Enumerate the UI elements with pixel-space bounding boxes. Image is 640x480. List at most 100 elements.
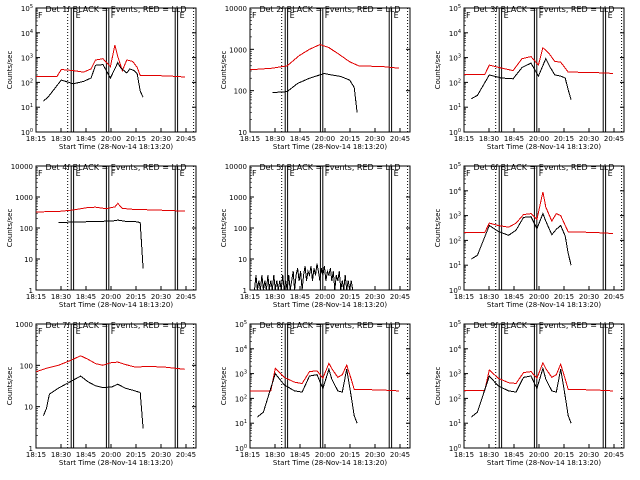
x-axis-label: Start Time (28-Nov-14 18:13:20) (273, 143, 387, 151)
lld-series-line (249, 44, 399, 71)
y-axis-label: Counts/sec (434, 51, 442, 90)
x-axis-label: Start Time (28-Nov-14 18:13:20) (59, 459, 173, 467)
panel-title: Det 3f BLACK = Events, RED = LLD (473, 5, 614, 14)
events-series-line (471, 366, 572, 424)
interval-marker-label: E (394, 327, 399, 336)
x-tick-label: 20:30 (151, 135, 171, 143)
x-axis-label: Start Time (28-Nov-14 18:13:20) (487, 459, 601, 467)
interval-marker-label: E (180, 327, 185, 336)
x-tick-label: 18:15 (240, 451, 260, 459)
events-series-line (471, 212, 572, 266)
y-tick-label: 103 (235, 370, 247, 379)
panel-title: Det 8f BLACK = Events, RED = LLD (259, 321, 400, 330)
x-tick-label: 20:15 (126, 135, 146, 143)
x-tick-label: 20:00 (529, 135, 549, 143)
interval-marker-label: E (290, 11, 295, 20)
lld-series-line (464, 361, 613, 392)
x-tick-label: 18:30 (51, 135, 71, 143)
panel-title: Det 9f BLACK = Events, RED = LLD (473, 321, 614, 330)
x-tick-label: 20:30 (365, 451, 385, 459)
y-tick-label: 100 (235, 444, 247, 453)
x-tick-label: 20:15 (340, 451, 360, 459)
events-series-line (257, 367, 358, 424)
y-tick-label: 10 (238, 256, 247, 264)
plot-frame (463, 7, 625, 133)
y-tick-label: 100 (234, 225, 247, 233)
y-tick-label: 103 (449, 370, 461, 379)
x-axis-label: Start Time (28-Nov-14 18:13:20) (273, 459, 387, 467)
interval-marker-label: F (466, 327, 471, 336)
interval-marker-label: F (539, 169, 544, 178)
y-tick-label: 103 (21, 54, 33, 63)
y-tick-label: 1 (29, 445, 33, 453)
x-tick-label: 18:15 (240, 135, 260, 143)
x-tick-label: 20:30 (365, 135, 385, 143)
plot-frame (35, 165, 197, 291)
x-tick-label: 18:30 (51, 293, 71, 301)
y-tick-label: 103 (449, 212, 461, 221)
x-tick-label: 18:15 (26, 451, 46, 459)
y-tick-label: 104 (21, 29, 33, 38)
x-tick-label: 20:15 (554, 135, 574, 143)
x-axis-label: Start Time (28-Nov-14 18:13:20) (59, 301, 173, 309)
x-tick-label: 18:45 (290, 135, 310, 143)
interval-marker-label: F (38, 11, 43, 20)
interval-marker-label: E (608, 327, 613, 336)
interval-marker-label: E (504, 169, 509, 178)
y-tick-label: 102 (449, 394, 461, 403)
x-tick-label: 20:45 (390, 135, 410, 143)
y-tick-label: 100 (21, 128, 33, 137)
y-tick-label: 1000 (229, 194, 247, 202)
interval-marker-label: F (252, 169, 257, 178)
x-tick-label: 20:15 (126, 293, 146, 301)
lld-series-line (35, 202, 185, 213)
y-axis-label: Counts/sec (6, 367, 14, 406)
interval-marker-label: F (111, 327, 116, 336)
x-tick-label: 20:30 (579, 135, 599, 143)
plot-frame (35, 323, 197, 449)
x-tick-label: 18:15 (454, 293, 474, 301)
y-tick-label: 10 (24, 256, 33, 264)
events-series-line (43, 61, 144, 102)
interval-marker-label: F (325, 11, 330, 20)
interval-marker-label: F (38, 327, 43, 336)
x-tick-label: 20:00 (315, 293, 335, 301)
y-tick-label: 10 (24, 404, 33, 412)
interval-marker-label: F (252, 11, 257, 20)
y-tick-label: 1 (29, 287, 33, 295)
x-tick-label: 20:45 (176, 451, 196, 459)
x-tick-label: 18:45 (76, 135, 96, 143)
lld-series-line (250, 362, 399, 392)
x-tick-label: 20:15 (126, 451, 146, 459)
x-tick-label: 18:30 (265, 293, 285, 301)
y-tick-label: 10 (238, 129, 247, 137)
x-tick-label: 18:15 (454, 135, 474, 143)
x-tick-label: 20:15 (340, 293, 360, 301)
x-tick-label: 20:15 (554, 451, 574, 459)
x-tick-label: 18:45 (290, 293, 310, 301)
y-tick-label: 105 (449, 4, 461, 13)
x-tick-label: 20:45 (390, 451, 410, 459)
interval-marker-label: F (111, 169, 116, 178)
x-tick-label: 18:30 (265, 135, 285, 143)
y-tick-label: 10000 (225, 5, 247, 13)
events-series-line (272, 72, 358, 113)
x-tick-label: 20:45 (390, 293, 410, 301)
y-tick-label: 10000 (11, 163, 33, 171)
x-tick-label: 18:45 (290, 451, 310, 459)
x-tick-label: 20:30 (579, 451, 599, 459)
interval-marker-label: F (325, 169, 330, 178)
panel-title: Det 1f BLACK = Events, RED = LLD (45, 5, 186, 14)
interval-marker-label: F (111, 11, 116, 20)
interval-marker-label: E (290, 169, 295, 178)
events-series-line (42, 375, 144, 429)
x-tick-label: 20:30 (151, 293, 171, 301)
x-tick-label: 20:30 (579, 293, 599, 301)
y-tick-label: 100 (234, 88, 247, 96)
interval-marker-label: E (290, 327, 295, 336)
y-tick-label: 1 (243, 287, 247, 295)
interval-marker-label: F (38, 169, 43, 178)
y-tick-label: 101 (21, 103, 33, 112)
